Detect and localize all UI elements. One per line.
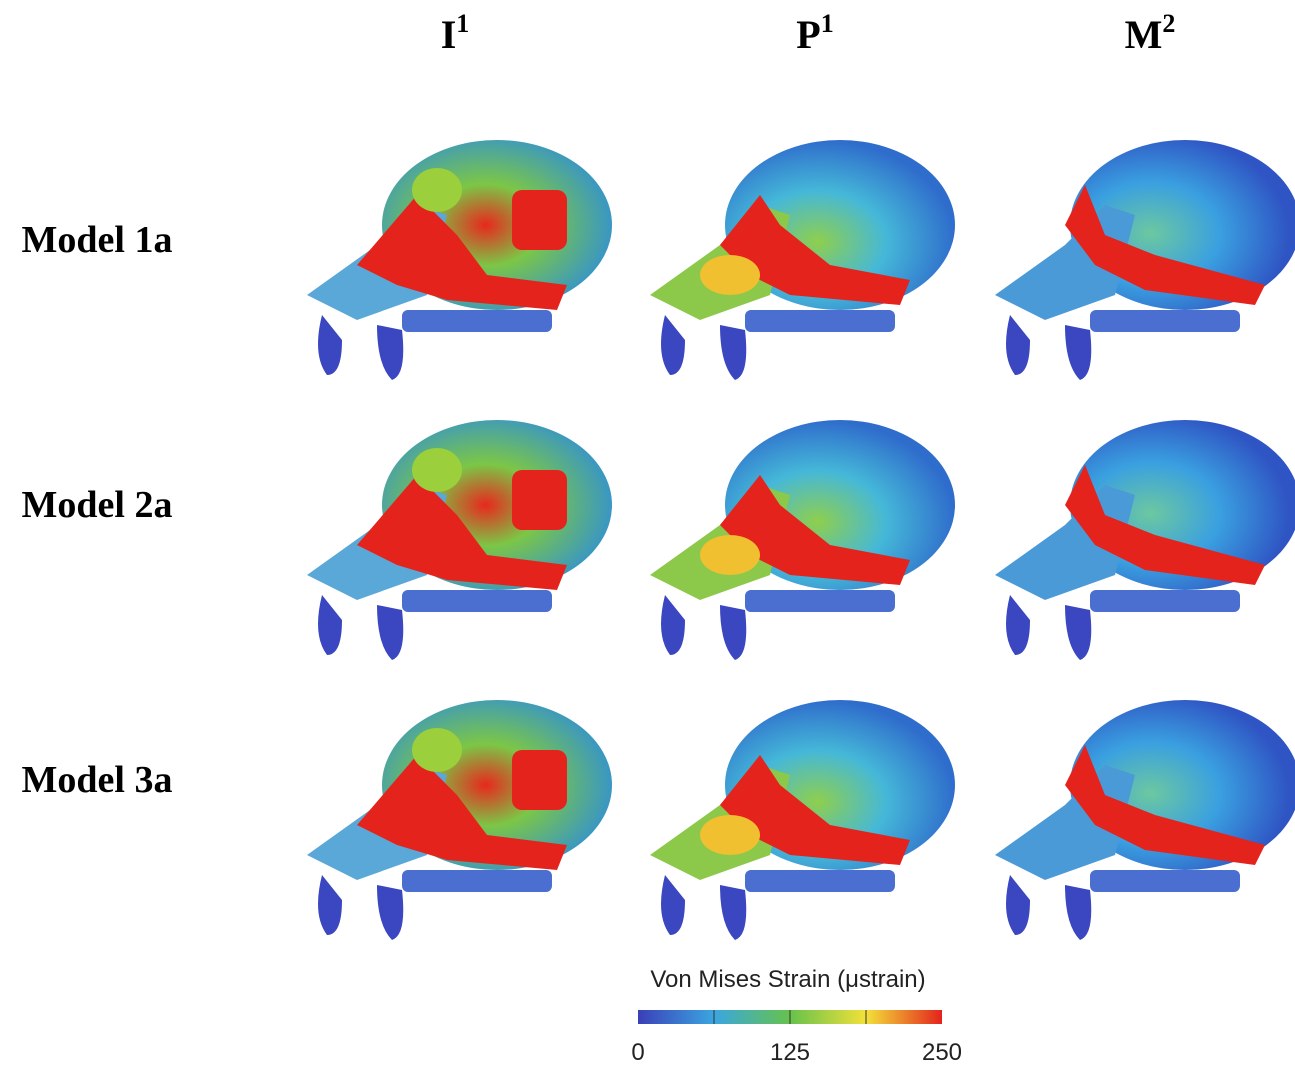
- colorbar: Von Mises Strain (μstrain) 0 125 250: [631, 966, 962, 1066]
- colorbar-tick-label: 250: [922, 1039, 962, 1066]
- skull-strain-map: [650, 420, 955, 660]
- colorbar-title: Von Mises Strain (μstrain): [650, 966, 925, 993]
- skull-strain-map: [650, 140, 955, 380]
- row-label: Model 2a: [22, 484, 173, 526]
- row-label: Model 3a: [22, 759, 173, 801]
- skull-strain-map: [995, 700, 1295, 940]
- column-header: I1: [441, 9, 470, 57]
- figure: I1P1M2Model 1aModel 2aModel 3a Von Mises…: [0, 0, 1295, 1066]
- skull-strain-map: [307, 700, 612, 940]
- skull-strain-map: [995, 140, 1295, 380]
- skull-strain-map: [307, 420, 612, 660]
- skull-strain-map: [307, 140, 612, 380]
- column-superscript: 2: [1162, 9, 1175, 38]
- colorbar-tick-label: 125: [770, 1039, 810, 1066]
- column-superscript: 1: [821, 9, 834, 38]
- skull-strain-map: [995, 420, 1295, 660]
- column-letter: M: [1125, 12, 1163, 57]
- row-label: Model 1a: [22, 219, 173, 261]
- skull-strain-map: [650, 700, 955, 940]
- column-header: M2: [1125, 9, 1176, 57]
- column-letter: P: [796, 12, 820, 57]
- column-header: P1: [796, 9, 833, 57]
- colorbar-tick-label: 0: [631, 1039, 644, 1066]
- column-superscript: 1: [456, 9, 469, 38]
- column-letter: I: [441, 12, 457, 57]
